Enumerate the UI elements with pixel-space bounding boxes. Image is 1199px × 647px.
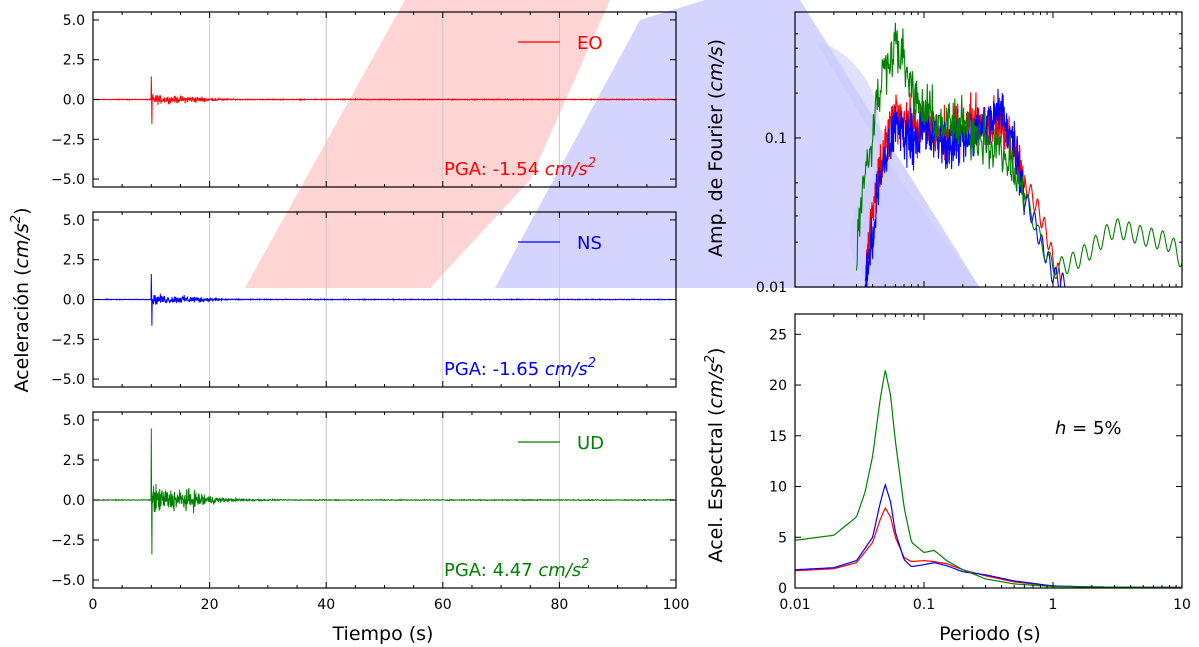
fourier-line-ud bbox=[855, 22, 1182, 280]
panel-eo: 5.0 2.5 0.0 −2.5 −5.0 EO PGA: -1.54 cm/s2 bbox=[51, 11, 677, 188]
ytick-label: 0.01 bbox=[756, 280, 787, 296]
xtick-label: 100 bbox=[663, 597, 690, 613]
ytick-label: 5.0 bbox=[63, 213, 85, 229]
watermark-blue-wave bbox=[815, 40, 980, 288]
ytick-label: 0 bbox=[778, 581, 787, 597]
ytick-label: 0.0 bbox=[63, 493, 85, 509]
ytick-label: 0.0 bbox=[63, 293, 85, 309]
xtick-label: 0.1 bbox=[913, 597, 935, 613]
xtick-label: 0 bbox=[89, 597, 98, 613]
response-spectrum-panel: 0.01 0.1 1 10 0 5 10 15 20 25 h = 5% bbox=[769, 313, 1191, 613]
response-ylabel: Acel. Espectral (cm/s2) bbox=[703, 348, 727, 563]
xtick-label: 80 bbox=[550, 597, 568, 613]
waveform-eo bbox=[92, 76, 677, 125]
ytick-label: 2.5 bbox=[63, 453, 85, 469]
fourier-series-group bbox=[855, 22, 1182, 287]
response-line-ns bbox=[795, 482, 1182, 589]
time-history-panels: 5.0 2.5 0.0 −2.5 −5.0 EO PGA: -1.54 cm/s2 5.0 2.… bbox=[51, 11, 690, 613]
response-line-ud bbox=[794, 370, 1182, 589]
ytick-label: 5.0 bbox=[63, 413, 85, 429]
ytick-label: 20 bbox=[769, 378, 787, 394]
panel-ud: 5.0 2.5 0.0 −2.5 −5.00 20 40 60 80 100 UD PGA: 4.47… bbox=[51, 411, 690, 613]
legend-label: NS bbox=[577, 233, 602, 254]
response-axes-frame bbox=[794, 313, 1183, 589]
ytick-label: −2.5 bbox=[51, 332, 85, 348]
fourier-ylabel: Amp. de Fourier (cm/s) bbox=[705, 39, 727, 257]
xtick-label: 40 bbox=[317, 597, 335, 613]
ytick-label: −5.0 bbox=[51, 573, 85, 589]
watermark-red-shape bbox=[245, 0, 610, 288]
xtick-label: 60 bbox=[434, 597, 452, 613]
time-ylabel: Aceleración (cm/s2) bbox=[9, 207, 33, 392]
xtick-label: 1 bbox=[1049, 597, 1058, 613]
ytick-label: 0.1 bbox=[765, 131, 787, 147]
legend-label: EO bbox=[577, 33, 603, 54]
panel-ns: 5.0 2.5 0.0 −2.5 −5.0 NS PGA: -1.65 cm/s2 bbox=[51, 211, 677, 388]
pga-label: PGA: 4.47 cm/s2 bbox=[444, 557, 590, 581]
fourier-axes-frame bbox=[794, 11, 1183, 288]
pga-label: PGA: -1.65 cm/s2 bbox=[444, 356, 596, 380]
legend-label: UD bbox=[577, 433, 604, 454]
waveform-ud bbox=[92, 428, 677, 555]
xtick-label: 10 bbox=[1173, 597, 1191, 613]
ytick-label: 25 bbox=[769, 327, 787, 343]
response-xlabel: Periodo (s) bbox=[939, 623, 1041, 645]
ytick-label: −5.0 bbox=[51, 172, 85, 188]
ytick-label: −5.0 bbox=[51, 372, 85, 388]
ytick-label: −2.5 bbox=[51, 132, 85, 148]
ytick-label: −2.5 bbox=[51, 533, 85, 549]
time-xlabel: Tiempo (s) bbox=[332, 623, 434, 645]
ytick-label: 0.0 bbox=[63, 93, 85, 109]
pga-label: PGA: -1.54 cm/s2 bbox=[444, 156, 596, 180]
xtick-label: 0.01 bbox=[779, 597, 810, 613]
fourier-spectrum-panel: 0.1 0.01 bbox=[756, 11, 1183, 296]
ytick-label: 2.5 bbox=[63, 253, 85, 269]
ytick-label: 2.5 bbox=[63, 53, 85, 69]
ytick-label: 5.0 bbox=[63, 13, 85, 29]
ytick-label: 5 bbox=[778, 530, 787, 546]
ytick-label: 15 bbox=[769, 429, 787, 445]
ytick-label: 10 bbox=[769, 480, 787, 496]
xtick-label: 20 bbox=[201, 597, 219, 613]
waveform-ns bbox=[92, 273, 676, 326]
damping-annotation: h = 5% bbox=[1055, 418, 1122, 439]
